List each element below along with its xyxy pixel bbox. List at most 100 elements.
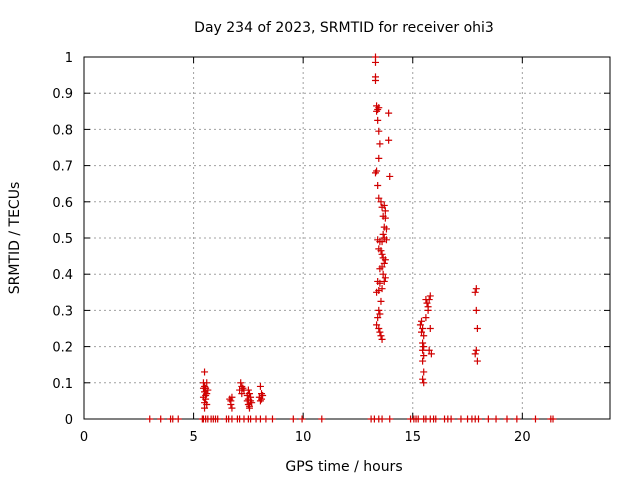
data-point	[376, 140, 384, 148]
data-point	[146, 415, 154, 423]
data-point	[457, 415, 465, 423]
data-point	[381, 207, 389, 215]
data-point	[376, 265, 384, 273]
data-point	[473, 325, 481, 332]
data-point	[373, 167, 381, 175]
y-tick-label: 0.4	[52, 268, 73, 283]
data-point	[380, 259, 388, 267]
data-point	[202, 391, 210, 399]
data-point	[376, 310, 384, 318]
data-point	[381, 274, 389, 282]
data-point	[248, 399, 256, 407]
data-point	[378, 415, 386, 423]
data-point	[419, 325, 427, 332]
y-tick-label: 0.8	[52, 123, 73, 138]
data-point	[377, 247, 385, 255]
data-point	[259, 391, 267, 399]
data-point	[419, 339, 427, 347]
data-point	[381, 214, 389, 222]
data-point	[503, 415, 511, 423]
y-tick-label: 1	[65, 51, 73, 66]
data-point	[382, 236, 390, 244]
data-point	[157, 415, 165, 423]
y-tick-label: 0.5	[52, 232, 73, 247]
data-point	[473, 357, 481, 365]
y-tick-label: 0	[65, 413, 73, 428]
data-point	[371, 169, 379, 177]
data-point	[386, 415, 394, 423]
data-point	[227, 401, 235, 409]
data-point	[174, 415, 182, 423]
data-point	[380, 277, 388, 285]
data-point	[378, 250, 386, 258]
data-point	[203, 401, 211, 409]
y-tick-label: 0.9	[52, 87, 73, 102]
data-point	[492, 415, 500, 423]
data-point	[531, 415, 539, 423]
data-point	[375, 104, 383, 112]
data-point	[386, 172, 394, 180]
data-point	[375, 306, 383, 314]
grid	[84, 57, 610, 419]
data-point	[377, 332, 385, 340]
data-point	[375, 194, 383, 202]
chart-title: Day 234 of 2023, SRMTID for receiver ohi…	[194, 20, 494, 36]
data-point	[447, 415, 455, 423]
data-point	[424, 306, 432, 314]
data-point	[375, 325, 383, 332]
data-point	[245, 402, 253, 410]
data-point	[427, 350, 435, 358]
data-point	[420, 352, 428, 360]
data-points	[146, 53, 557, 423]
data-point	[513, 415, 521, 423]
data-point	[425, 346, 433, 354]
data-point	[374, 116, 382, 124]
data-point	[262, 415, 270, 423]
data-point	[244, 386, 252, 394]
data-point	[238, 390, 246, 398]
data-point	[199, 384, 207, 392]
data-point	[374, 314, 382, 322]
data-point	[418, 328, 426, 336]
axis-ticks: 00.10.20.30.40.50.60.70.80.910 5 10 15 20	[52, 51, 610, 445]
data-point	[201, 368, 209, 376]
data-point	[244, 395, 252, 403]
data-point	[377, 198, 385, 206]
data-point	[268, 415, 276, 423]
y-tick-label: 0.6	[52, 196, 73, 211]
data-point	[375, 127, 383, 135]
data-point	[226, 395, 234, 403]
data-point	[375, 154, 383, 162]
data-point	[378, 335, 386, 343]
data-point	[258, 395, 266, 403]
x-tick-label: 15	[404, 430, 421, 445]
data-point	[374, 105, 382, 113]
data-point	[374, 236, 382, 244]
data-point	[376, 328, 384, 336]
data-point	[298, 415, 306, 423]
y-tick-label: 0.3	[52, 304, 73, 319]
data-point	[204, 386, 212, 394]
data-point	[419, 346, 427, 354]
data-point	[382, 225, 390, 233]
data-point	[471, 288, 479, 296]
data-point	[420, 343, 428, 351]
x-tick-label: 5	[189, 430, 197, 445]
data-point	[228, 404, 236, 412]
data-point	[422, 314, 430, 322]
data-point	[243, 391, 251, 399]
data-point	[385, 136, 393, 144]
x-tick-label: 10	[295, 430, 312, 445]
x-axis-title: GPS time / hours	[285, 459, 402, 475]
data-point	[373, 321, 381, 329]
data-point	[420, 379, 428, 387]
data-point	[380, 201, 388, 209]
data-point	[379, 270, 387, 278]
data-point	[475, 415, 482, 423]
data-point	[373, 107, 381, 115]
data-point	[203, 379, 211, 387]
data-point	[420, 332, 428, 340]
data-point	[471, 350, 479, 358]
data-point	[420, 368, 428, 376]
x-tick-label: 0	[80, 430, 88, 445]
